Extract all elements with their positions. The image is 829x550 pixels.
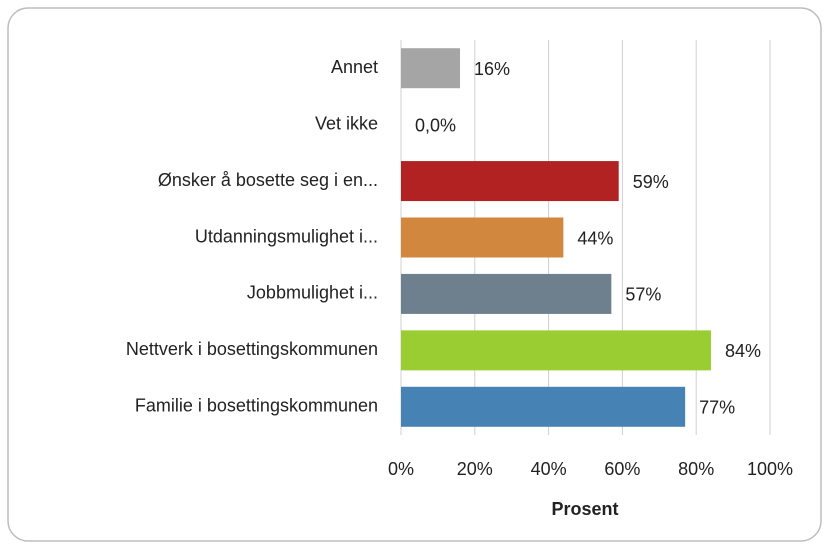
y-tick-label: Utdanningsmulighet i... (195, 226, 378, 246)
x-axis-label: Prosent (551, 499, 618, 519)
x-tick-label: 0% (388, 459, 414, 479)
value-label: 59% (633, 172, 669, 192)
value-label: 44% (577, 228, 613, 248)
y-tick-label: Nettverk i bosettingskommunen (126, 339, 378, 359)
bar (401, 217, 564, 258)
value-label: 84% (725, 341, 761, 361)
value-label: 16% (474, 59, 510, 79)
bar (401, 386, 686, 427)
x-tick-label: 100% (747, 459, 793, 479)
y-tick-label: Familie i bosettingskommunen (135, 396, 378, 416)
y-tick-label: Jobbmulighet i... (247, 283, 378, 303)
x-tick-label: 20% (457, 459, 493, 479)
x-tick-label: 80% (678, 459, 714, 479)
x-tick-label: 40% (531, 459, 567, 479)
x-tick-label: 60% (604, 459, 640, 479)
y-tick-label: Annet (331, 57, 378, 77)
bar (401, 330, 711, 371)
value-label: 57% (625, 285, 661, 305)
y-tick-label: Ønsker å bosette seg i en... (158, 170, 378, 190)
bar (401, 48, 461, 89)
value-label: 77% (699, 398, 735, 418)
y-tick-label: Vet ikke (315, 113, 378, 133)
value-label: 0,0% (415, 115, 456, 135)
bar (401, 161, 619, 202)
bar (401, 273, 612, 314)
